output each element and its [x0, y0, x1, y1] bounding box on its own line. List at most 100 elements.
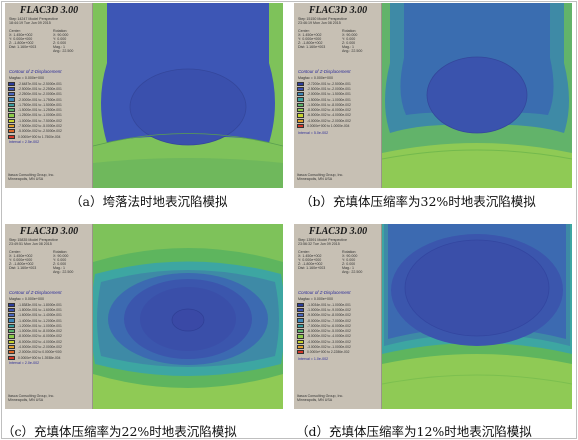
legend-row: -4.0000e-002 to -2.0000e-002 — [297, 118, 379, 123]
legend-row: -2.0000e-001 to -1.5000e-001 — [297, 92, 379, 97]
legend-swatch — [8, 323, 15, 328]
legend-label: -2.0000e-001 to -1.7500e-001 — [18, 97, 62, 102]
legend-row: -2.0000e-001 to -1.7500e-001 — [8, 97, 90, 102]
legend-label: -7.0000e-002 to -6.0000e-002 — [307, 323, 351, 328]
legend-label: 0.0000e+000 to 2.2286e-002 — [307, 350, 350, 355]
legend-swatch — [8, 134, 15, 139]
legend-label: 0.0000e+000 to 1.7500e-004 — [18, 134, 61, 139]
center-x: X: 1.450e+002 — [9, 33, 33, 37]
info-box-a: FLAC3D 3.00 Step 14247 Model Perspective… — [5, 3, 93, 188]
legend-label: -1.0000e-001 to -9.0000e-002 — [307, 307, 351, 312]
rot-x: X: 90.000 — [342, 254, 358, 258]
legend-label: -2.5000e-001 to -2.0000e-001 — [307, 86, 351, 91]
legend-swatch — [297, 92, 304, 97]
center-z: Z: -1.800e+002 — [298, 262, 323, 266]
legend-row: -2.6487e-001 to -2.5000e-001 — [8, 81, 90, 86]
legend-label: -1.2500e-001 to -1.0000e-001 — [18, 113, 62, 118]
rot-z: Z: 0.000 — [342, 41, 356, 45]
company-text: Itasca Consulting Group, Inc. — [297, 394, 344, 398]
center-label: Center: — [298, 250, 310, 254]
legend-row: -1.0000e-001 to -9.0000e-002 — [297, 307, 379, 313]
legend-row: -7.0000e-002 to -6.0000e-002 — [297, 323, 379, 328]
legend-swatch — [8, 329, 15, 334]
legend-label: -8.0000e-002 to -7.0000e-002 — [307, 318, 351, 323]
interval-text: Interval = 2.0e-002 — [9, 361, 40, 365]
step-text: Step 15835 Model Perspective — [9, 238, 58, 242]
ang-text: Ang.: 22.500 — [342, 49, 363, 53]
rot-y: Y: 0.000 — [53, 37, 67, 41]
legend-label: -8.0000e-002 to -6.0000e-002 — [307, 108, 351, 113]
legend-row: 0.0000e+000 to 2.2286e-002 — [297, 350, 379, 355]
legend-label: -5.0000e-002 to -2.5000e-002 — [18, 129, 62, 134]
legend-swatch — [8, 102, 15, 107]
legend-label: -4.0000e-002 to -2.0000e-002 — [18, 345, 62, 350]
legend-row: -1.0034e-001 to -1.0000e-001 — [297, 302, 379, 307]
legend-swatch — [297, 344, 304, 350]
contour-plot-a — [92, 3, 283, 188]
legend-swatch — [8, 113, 15, 118]
legend-swatch — [297, 350, 304, 355]
rotation-label: Rotation: — [53, 29, 68, 33]
legend-label: -1.0000e-001 to -8.0000e-002 — [18, 329, 62, 334]
legend-row: -1.5000e-001 to -1.2500e-001 — [8, 107, 90, 113]
legend-row: 0.0000e+000 to 1.3938e-004 — [8, 355, 90, 360]
legend-label: -1.0000e-001 to -8.0000e-002 — [307, 102, 351, 107]
time-text: 23:49:51 Mon Jun 08 2015 — [9, 242, 52, 246]
rot-y: Y: 0.000 — [342, 258, 356, 262]
legend-swatch — [8, 108, 15, 113]
legend-label: -1.0000e-001 to -7.5000e-002 — [18, 118, 62, 123]
info-box-b: FLAC3D 3.00 Step 15150 Model Perspective… — [294, 3, 382, 188]
legend-label: -6.0000e-002 to -5.0000e-002 — [307, 329, 351, 334]
dist-text: Dist: 1.160e+003 — [9, 45, 37, 49]
legend-row: -2.7200e-001 to -2.5000e-001 — [297, 81, 379, 86]
ang-text: Ang.: 22.500 — [342, 270, 363, 274]
rot-x: X: 90.000 — [53, 33, 69, 37]
time-text: 23:56:32 Tue Jun 09 2015 — [298, 242, 340, 246]
info-box-c: FLAC3D 3.00 Step 15835 Model Perspective… — [5, 224, 93, 409]
legend-row: -8.0000e-002 to -6.0000e-002 — [8, 334, 90, 339]
mag-text: Mag.: 1 — [342, 266, 354, 270]
legend-label: -2.7200e-001 to -2.5000e-001 — [307, 81, 351, 86]
legend: -1.8383e-001 to -1.8000e-001 -1.8000e-001… — [8, 302, 90, 360]
legend-label: -1.4000e-001 to -1.2000e-001 — [18, 318, 62, 323]
legend-swatch — [8, 123, 15, 129]
legend-label: -2.0000e-002 to 0.0000e+000 — [18, 350, 62, 355]
software-title: FLAC3D 3.00 — [19, 5, 79, 16]
legend-swatch — [8, 313, 15, 318]
legend-row: -1.0000e-001 to -8.0000e-002 — [8, 328, 90, 334]
legend-label: -1.5000e-001 to -1.2500e-001 — [18, 108, 62, 113]
legend: -2.6487e-001 to -2.5000e-001 -2.5000e-001… — [8, 81, 90, 139]
rotation-label: Rotation: — [342, 29, 357, 33]
rot-y: Y: 0.000 — [53, 258, 67, 262]
rot-y: Y: 0.000 — [342, 37, 356, 41]
magfac-text: Magfac = 0.000e+000 — [298, 297, 333, 301]
legend-label: -4.0000e-002 to -2.0000e-002 — [307, 118, 351, 123]
legend-row: -1.0000e-001 to -7.5000e-002 — [8, 118, 90, 123]
legend-label: -1.8000e-001 to -1.6000e-001 — [18, 307, 62, 312]
time-text: 18:44:19 Tue Jun 09 2015 — [9, 21, 51, 25]
city-text: Minneapolis, MN USA — [8, 398, 44, 402]
time-text: 23:46:19 Mon Jun 08 2015 — [298, 21, 341, 25]
legend-row: -1.2500e-001 to -1.0000e-001 — [8, 113, 90, 118]
legend-swatch — [297, 86, 304, 92]
legend-row: -1.8000e-001 to -1.6000e-001 — [8, 307, 90, 313]
mag-text: Mag.: 1 — [53, 45, 65, 49]
company-text: Itasca Consulting Group, Inc. — [297, 173, 344, 177]
legend-row: -2.2500e-001 to -2.0000e-001 — [8, 92, 90, 97]
city-text: Minneapolis, MN USA — [297, 398, 333, 402]
legend-label: -5.0000e-002 to -4.0000e-002 — [307, 334, 351, 339]
center-y: Y: 0.000e+000 — [298, 258, 322, 262]
legend-label: -2.0000e-001 to -1.5000e-001 — [307, 92, 351, 97]
legend-swatch — [297, 81, 304, 86]
legend-swatch — [8, 118, 15, 123]
rot-x: X: 90.000 — [53, 254, 69, 258]
legend-swatch — [297, 102, 304, 107]
center-label: Center: — [9, 250, 21, 254]
panel-b: FLAC3D 3.00 Step 15150 Model Perspective… — [294, 3, 572, 188]
legend-swatch — [8, 334, 15, 339]
legend-swatch — [297, 334, 304, 339]
legend: -2.7200e-001 to -2.5000e-001 -2.5000e-001… — [297, 81, 379, 129]
contour-title: Contour of Z-Displacement — [9, 290, 62, 295]
step-text: Step 13591 Model Perspective — [298, 238, 347, 242]
legend-swatch — [297, 97, 304, 102]
